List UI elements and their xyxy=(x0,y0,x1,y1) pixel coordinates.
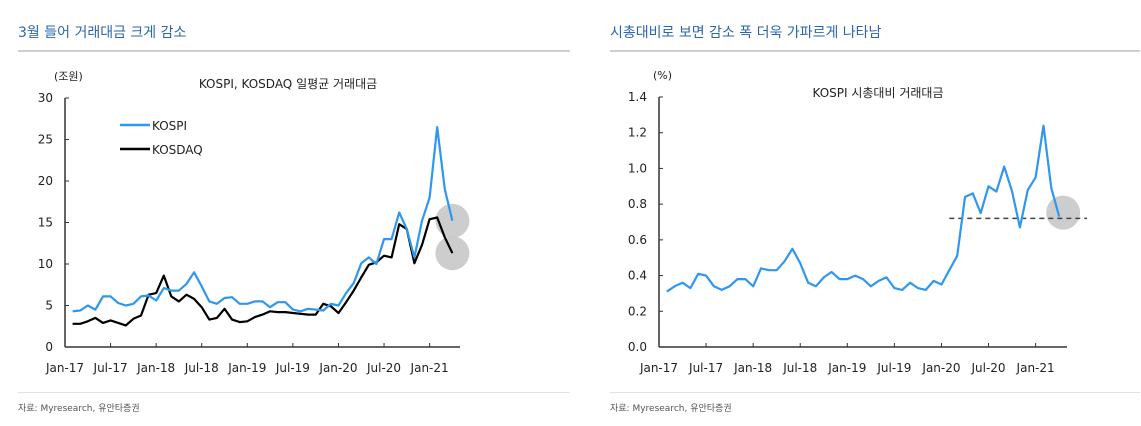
y-tick-label: 0.8 xyxy=(628,197,647,211)
x-tick-label: Jul-19 xyxy=(876,361,911,375)
legend-label: KOSDAQ xyxy=(152,143,203,157)
title-divider xyxy=(18,50,570,52)
y-tick-label: 10 xyxy=(38,257,53,271)
y-tick-label: 5 xyxy=(45,299,53,313)
y-tick-label: 0 xyxy=(45,340,53,354)
chart-title: KOSPI 시총대비 거래대금 xyxy=(812,86,943,100)
title-divider xyxy=(610,50,1140,52)
x-tick-label: Jul-20 xyxy=(366,361,401,375)
x-tick-label: Jul-18 xyxy=(184,361,219,375)
y-tick-label: 0.2 xyxy=(628,304,647,318)
panel-title: 3월 들어 거래대금 크게 감소 xyxy=(18,25,187,41)
x-tick-label: Jan-21 xyxy=(1016,361,1055,375)
y-tick-label: 0.6 xyxy=(628,233,647,247)
chart-title: KOSPI, KOSDAQ 일평균 거래대금 xyxy=(199,77,377,91)
left-panel: 3월 들어 거래대금 크게 감소 0 5 10 15 20 25 30 Jan-17 Jul-1… xyxy=(18,0,570,426)
series-line-kospi xyxy=(72,125,454,313)
x-tick-label: Jan-19 xyxy=(827,361,866,375)
unit-label: (조원) xyxy=(54,70,83,83)
x-tick-label: Jul-18 xyxy=(782,361,817,375)
x-tick-label: Jul-20 xyxy=(970,361,1005,375)
market-cap-ratio-chart: 0.0 0.2 0.4 0.6 0.8 1.0 1.2 1.4 Jan-17 Jul-17 Jan-… xyxy=(628,69,1087,375)
x-tick-label: Jan-18 xyxy=(136,361,175,375)
x-tick-label: Jan-17 xyxy=(639,361,678,375)
panel-title: 시총대비로 보면 감소 폭 더욱 가파르게 나타남 xyxy=(610,25,882,41)
y-tick-label: 0.4 xyxy=(628,269,647,283)
x-tick-label: Jan-20 xyxy=(921,361,960,375)
y-tick-label: 15 xyxy=(38,216,53,230)
right-panel: 시총대비로 보면 감소 폭 더욱 가파르게 나타남 0.0 0.2 0.4 0.6 0.… xyxy=(610,0,1140,426)
series-line-kospi xyxy=(666,124,1061,293)
y-tick-label: 0.0 xyxy=(628,340,647,354)
y-tick-label: 30 xyxy=(38,91,53,105)
x-tick-label: Jan-18 xyxy=(733,361,772,375)
x-tick-label: Jan-20 xyxy=(318,361,357,375)
x-tick-label: Jul-17 xyxy=(93,361,128,375)
x-tick-label: Jan-19 xyxy=(227,361,266,375)
x-tick-label: Jul-17 xyxy=(688,361,723,375)
source-divider xyxy=(18,392,570,393)
x-tick-label: Jan-21 xyxy=(410,361,449,375)
y-tick-label: 1.0 xyxy=(628,161,647,175)
trading-value-chart: 0 5 10 15 20 25 30 Jan-17 Jul-17 Jan-18 Jul-18 Jan-… xyxy=(38,70,470,375)
source-note: 자료: Myresearch, 유안타증권 xyxy=(610,404,732,414)
y-tick-label: 1.4 xyxy=(628,90,647,104)
y-tick-label: 25 xyxy=(38,133,53,147)
y-tick-label: 1.2 xyxy=(628,126,647,140)
y-tick-label: 20 xyxy=(38,174,53,188)
unit-label: (%) xyxy=(653,69,672,82)
legend-label: KOSPI xyxy=(152,119,187,133)
highlight-circle xyxy=(1046,195,1081,230)
series-line-kosdaq xyxy=(72,216,454,327)
highlight-circle xyxy=(435,203,470,238)
source-note: 자료: Myresearch, 유안타증권 xyxy=(18,404,140,414)
source-divider xyxy=(610,392,1140,393)
highlight-circle xyxy=(435,236,470,271)
x-tick-label: Jan-17 xyxy=(45,361,84,375)
x-tick-label: Jul-19 xyxy=(275,361,310,375)
